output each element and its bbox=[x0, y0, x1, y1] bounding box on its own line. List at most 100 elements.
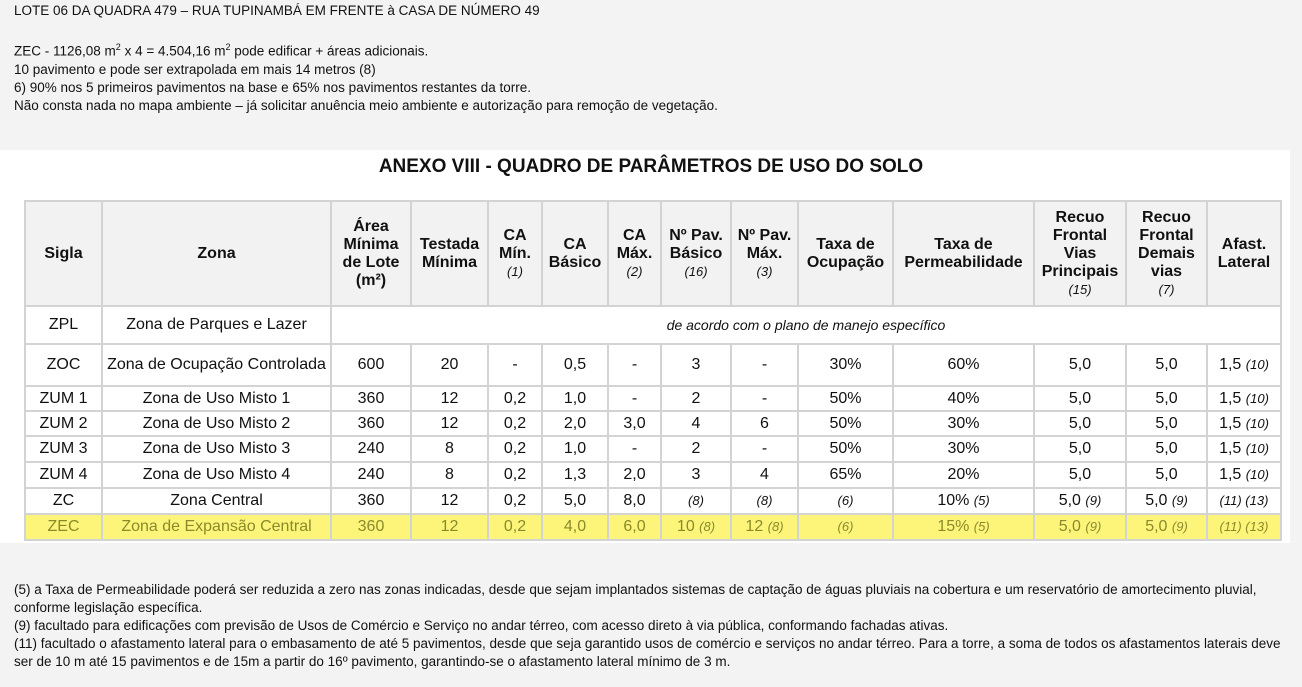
table-cell: 1,5 (10) bbox=[1206, 385, 1282, 412]
cell-value: - bbox=[761, 440, 768, 457]
table-row: ZUM 4 Zona de Uso Misto 4 240 8 0,2 1,3 2,0 3 4 6… bbox=[24, 461, 1282, 489]
table-cell: (11) (13) bbox=[1206, 513, 1282, 541]
table-cell: 5,0 (9) bbox=[1033, 513, 1127, 541]
table-cell: 6,0 bbox=[607, 513, 662, 541]
table-cell: 8,0 bbox=[607, 487, 662, 515]
table-cell: 240 bbox=[330, 435, 412, 463]
table-cell: - bbox=[607, 435, 662, 463]
table-cell: 12 (8) bbox=[730, 513, 799, 541]
table-cell: 5,0 (9) bbox=[1125, 487, 1208, 515]
column-header: CA Máx. (2) bbox=[607, 200, 662, 307]
table-cell: 4,0 bbox=[541, 513, 609, 541]
cell-value: 5,0 bbox=[1068, 440, 1092, 457]
cell-value: 5,0 bbox=[1155, 356, 1178, 373]
cell-note: (8) bbox=[688, 493, 704, 508]
cell-value: - bbox=[631, 356, 638, 373]
cell-value: 600 bbox=[357, 356, 385, 373]
table-cell: 50% bbox=[797, 435, 894, 463]
cell-value: 12 bbox=[440, 414, 459, 432]
cell-note: (9) bbox=[1085, 519, 1102, 534]
header-row: Sigla Zona Área Mínima de Lote (m²) Testada… bbox=[24, 200, 1282, 307]
table-cell: 6 bbox=[730, 410, 799, 437]
table-cell: 1,5 (10) bbox=[1206, 410, 1282, 437]
cell-value: 360 bbox=[357, 518, 385, 535]
cell-note: (10) bbox=[1245, 415, 1269, 431]
cell-value: - bbox=[631, 389, 638, 407]
cell-value: 5,0 bbox=[1068, 466, 1092, 483]
table-cell: 5,0 bbox=[541, 487, 609, 515]
parameters-table: Sigla Zona Área Mínima de Lote (m²) Testada… bbox=[24, 200, 1282, 541]
cell-value: 50% bbox=[829, 389, 862, 407]
table-cell: 2,0 bbox=[541, 410, 609, 437]
cell-value: - bbox=[631, 440, 638, 457]
table-cell: 360 bbox=[330, 513, 412, 541]
cell-value: 50% bbox=[829, 414, 862, 432]
sigla-cell: ZUM 2 bbox=[24, 410, 103, 437]
table-cell: 40% bbox=[892, 385, 1035, 412]
table-cell: 5,0 (9) bbox=[1125, 513, 1208, 541]
header-label: Recuo Frontal Vias Principais bbox=[1041, 208, 1119, 280]
column-header: Taxa de Permeabilidade bbox=[892, 200, 1035, 307]
table-cell: 8 bbox=[410, 461, 489, 489]
cell-note: (11) (13) bbox=[1219, 519, 1269, 534]
table-cell: (8) bbox=[660, 487, 732, 515]
column-header: Sigla bbox=[24, 200, 103, 307]
table-cell: - bbox=[487, 343, 543, 387]
sigla-cell: ZUM 3 bbox=[24, 435, 103, 463]
cell-value: 2,0 bbox=[623, 466, 646, 483]
sigla-cell: ZUM 4 bbox=[24, 461, 103, 489]
sigla-cell: ZEC bbox=[24, 513, 103, 541]
note-line: Não consta nada no mapa ambiente – já so… bbox=[14, 97, 718, 113]
cell-value: 360 bbox=[357, 492, 385, 509]
table-cell: 0,2 bbox=[487, 410, 543, 437]
cell-value: 40% bbox=[947, 389, 980, 407]
table-cell: 50% bbox=[797, 410, 894, 437]
table-cell: 0,2 bbox=[487, 487, 543, 515]
table-cell: 3,0 bbox=[607, 410, 662, 437]
footnote: (9) facultado para edificações com previ… bbox=[14, 618, 949, 633]
cell-value: 2 bbox=[691, 389, 701, 407]
header-label: Taxa de Permeabilidade bbox=[904, 235, 1023, 271]
table-cell: 2 bbox=[660, 385, 732, 412]
table-cell: 1,5 (10) bbox=[1206, 343, 1282, 387]
table-cell: 12 bbox=[410, 513, 489, 541]
column-header: CA Básico bbox=[541, 200, 609, 307]
cell-value: 60% bbox=[947, 356, 980, 373]
table-cell: 3 bbox=[660, 461, 732, 489]
cell-value: 30% bbox=[947, 440, 980, 457]
footnotes: (5) a Taxa de Permeabilidade poderá ser … bbox=[14, 581, 1284, 671]
header-label: Sigla bbox=[44, 244, 83, 262]
cell-value: 0,5 bbox=[563, 356, 587, 373]
table-cell: 8 bbox=[410, 435, 489, 463]
table-cell: - bbox=[730, 435, 799, 463]
column-header: Nº Pav. Máx. (3) bbox=[730, 200, 799, 307]
table-cell: 30% bbox=[892, 435, 1035, 463]
cell-value: 0,2 bbox=[503, 389, 527, 407]
table-cell: 240 bbox=[330, 461, 412, 489]
table-cell: (8) bbox=[730, 487, 799, 515]
cell-value: 4,0 bbox=[563, 518, 587, 535]
header-label: Área Mínima de Lote (m²) bbox=[342, 217, 400, 289]
table-cell: 10 (8) bbox=[660, 513, 732, 541]
table-cell: 0,2 bbox=[487, 461, 543, 489]
cell-note: (6) bbox=[837, 493, 854, 508]
table-cell: 4 bbox=[660, 410, 732, 437]
cell-note: (5) bbox=[973, 519, 990, 534]
notes: LOTE 06 DA QUADRA 479 – RUA TUPINAMBÁ EM… bbox=[14, 2, 718, 115]
table-row: ZUM 3 Zona de Uso Misto 3 240 8 0,2 1,0 - 2 - 50%… bbox=[24, 435, 1282, 463]
header-label: Zona bbox=[197, 244, 236, 262]
cell-value: 3,0 bbox=[623, 414, 646, 432]
cell-note: (10) bbox=[1245, 357, 1269, 372]
header-label: CA Mín. bbox=[499, 226, 531, 262]
table-cell: (11) (13) bbox=[1206, 487, 1282, 515]
table-cell: 0,2 bbox=[487, 513, 543, 541]
sigla-cell: ZC bbox=[24, 487, 103, 515]
cell-note: (5) bbox=[973, 493, 990, 508]
cell-value: 8 bbox=[445, 466, 454, 483]
cell-note: (11) (13) bbox=[1219, 493, 1269, 508]
header-label: Nº Pav. Básico bbox=[669, 226, 723, 262]
cell-value: 2,0 bbox=[563, 414, 587, 432]
header-label: CA Básico bbox=[548, 235, 602, 271]
table-cell: - bbox=[607, 343, 662, 387]
table-cell: 2 bbox=[660, 435, 732, 463]
